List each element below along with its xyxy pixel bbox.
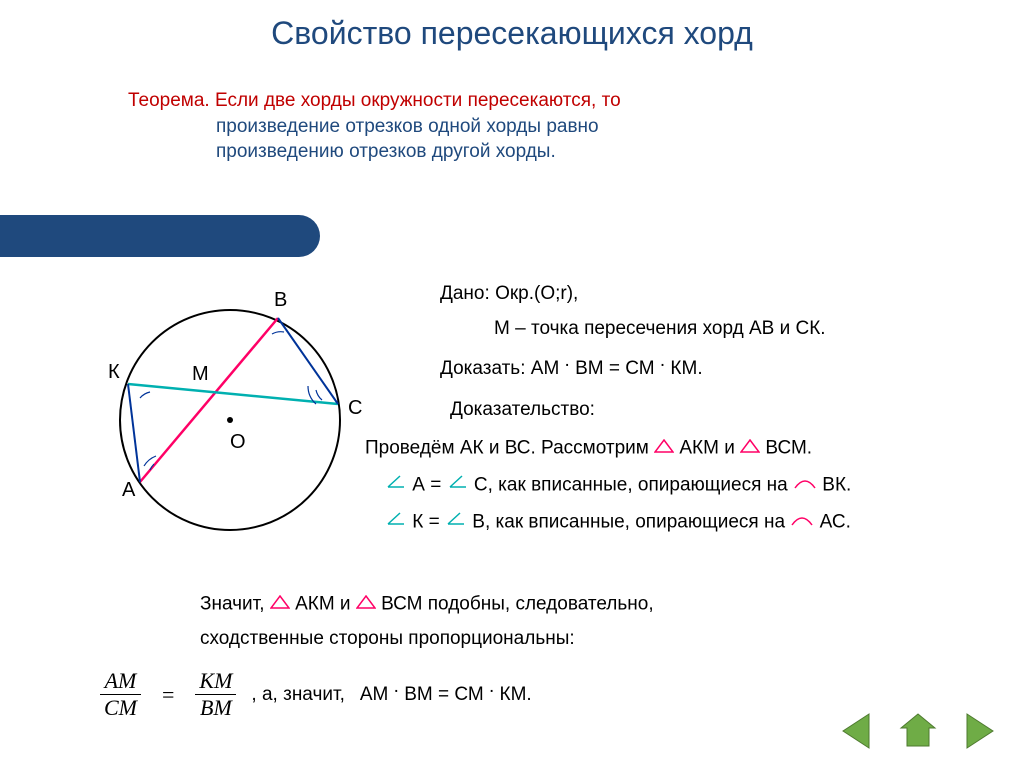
triangle-icon [270,590,290,619]
theorem-label: Теорема. [128,90,210,111]
angle-icon [385,508,407,537]
step3b: В, как вписанные, опирающиеся на [472,511,785,532]
decorative-pill [0,215,320,257]
formula-row: AM CM = KM BM , а, значит, АМ ∙ ВМ = СМ … [100,668,532,721]
formula-after: , а, значит, [251,684,344,706]
theorem-line3: произведению отрезков другой хорды. [216,139,556,165]
step2a: А = [412,474,441,495]
arc-icon [793,471,817,500]
triangle-icon [654,434,674,463]
nav-prev-button[interactable] [837,710,879,752]
angle-icon [445,508,467,537]
theorem-block: Теорема. Если две хорды окружности перес… [128,88,621,165]
geometry-diagram: А В С К М О [60,270,400,550]
svg-text:М: М [192,363,209,385]
prove-label: Доказать: [440,358,525,379]
triangle-icon [356,590,376,619]
svg-text:В: В [274,289,287,311]
prove-text: АМ ∙ ВМ = СМ ∙ КМ. [531,354,703,379]
step2c: ВК. [822,474,851,495]
nav-home-button[interactable] [897,710,939,752]
given-text: Окр.(О;r), [495,283,578,304]
step1b: АКМ и [679,437,734,458]
svg-text:С: С [348,397,362,419]
step2b: С, как вписанные, опирающиеся на [474,474,788,495]
given-label: Дано: [440,283,490,304]
theorem-line2: произведение отрезков одной хорды равно [216,114,599,140]
equals-sign: = [162,682,174,708]
step3a: К = [412,511,439,532]
given-line2: М – точка пересечения хорд АВ и СК. [494,318,826,339]
proof-label: Доказательство: [450,399,595,420]
step1c: ВСМ. [765,437,812,458]
step3c: АС. [820,511,851,532]
conc1: Значит, [200,593,265,614]
fraction-1: AM CM [100,668,141,721]
conc1b: АКМ и [295,593,350,614]
conclusion-block: Значит, АКМ и ВСМ подобны, следовательно… [200,590,1004,659]
theorem-condition: Если две хорды окружности пересекаются, … [215,90,621,111]
nav-buttons [837,710,999,752]
nav-next-button[interactable] [957,710,999,752]
step1a: Проведём АК и ВС. Рассмотрим [365,437,649,458]
conc1c: ВСМ подобны, следовательно, [381,593,654,614]
page-title: Свойство пересекающихся хорд [0,15,1024,52]
angle-icon [447,471,469,500]
conc2: сходственные стороны пропорциональны: [200,628,575,649]
svg-text:О: О [230,431,246,453]
svg-text:К: К [108,361,120,383]
arc-icon [790,508,814,537]
angle-icon [385,471,407,500]
formula-result: АМ ∙ ВМ = СМ ∙ КМ. [360,684,532,706]
proof-text: Дано: Окр.(О;r), М – точка пересечения х… [440,280,1004,542]
svg-text:А: А [122,479,136,501]
fraction-2: KM BM [195,668,236,721]
triangle-icon [740,434,760,463]
